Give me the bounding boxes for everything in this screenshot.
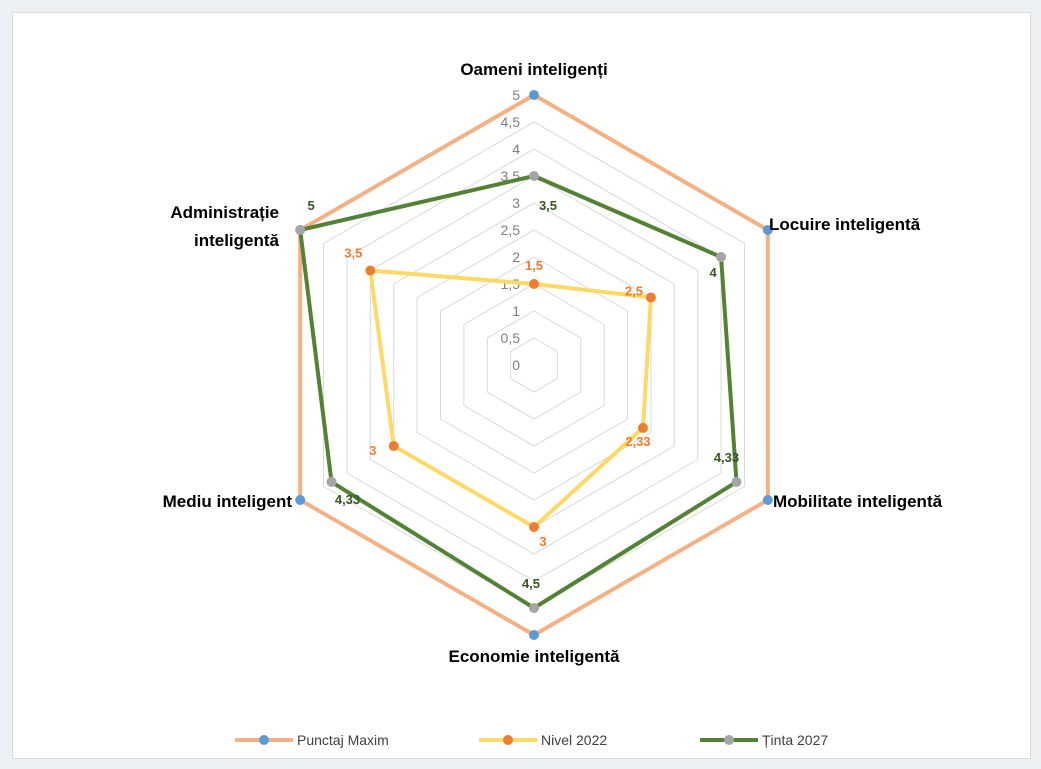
category-label: Mobilitate inteligentă	[773, 492, 943, 511]
tick-label: 0,5	[501, 330, 521, 346]
data-point	[637, 422, 648, 433]
grid-ring	[439, 256, 629, 474]
data-point	[365, 265, 376, 276]
data-label: 2,5	[625, 284, 643, 299]
legend-marker	[724, 735, 734, 745]
grid-ring	[510, 337, 558, 393]
category-label: Economie inteligentă	[449, 647, 621, 666]
data-label: 3	[539, 534, 546, 549]
data-point	[388, 441, 399, 451]
legend-label: Nivel 2022	[541, 732, 607, 748]
tick-label: 3	[512, 195, 520, 211]
data-label: 3,5	[539, 198, 557, 213]
category-label: Locuire inteligentă	[769, 215, 921, 234]
legend-label: Punctaj Maxim	[297, 732, 389, 748]
series-line	[298, 174, 739, 610]
radar-chart: 0 0,5 1 1,5 2 2,5 3 3,5 4 4,5 5 1,5 2,5 2,33 3 3 3,5 3,5…	[163, 60, 943, 748]
data-point	[529, 171, 539, 181]
tick-labels: 00,511,522,533,544,55	[501, 87, 521, 373]
category-label: Mediu inteligent	[163, 492, 293, 511]
data-label: 4	[709, 265, 717, 280]
data-point	[762, 225, 773, 235]
data-point	[529, 522, 539, 532]
data-point	[529, 90, 539, 100]
data-point	[645, 292, 656, 303]
legend-label: Ținta 2027	[762, 732, 828, 748]
grid-ring	[486, 310, 582, 420]
category-label: Oameni inteligenți	[460, 60, 607, 79]
grid-ring	[323, 121, 745, 609]
data-label: 4,33	[714, 450, 739, 465]
grid-ring	[346, 148, 722, 582]
data-point	[529, 630, 539, 640]
data-point	[731, 476, 742, 487]
tick-label: 2,5	[501, 222, 521, 238]
tick-label: 0	[512, 357, 520, 373]
data-point	[326, 476, 337, 487]
data-point	[529, 603, 539, 613]
tick-label: 5	[512, 87, 520, 103]
data-label: 3,5	[344, 246, 362, 261]
data-point	[529, 279, 539, 289]
data-label: 5	[308, 198, 315, 213]
legend-marker	[503, 735, 513, 745]
data-label: 4,5	[522, 576, 540, 591]
grid-ring	[393, 202, 675, 528]
tick-label: 2	[512, 249, 520, 265]
chart-area: 0 0,5 1 1,5 2 2,5 3 3,5 4 4,5 5 1,5 2,5 2,33 3 3 3,5 3,5…	[12, 12, 1031, 759]
data-label: 4,33	[335, 492, 360, 507]
grid-ring	[463, 283, 605, 447]
legend-marker	[259, 735, 269, 745]
legend: Punctaj Maxim Nivel 2022 Ținta 2027	[235, 732, 828, 748]
data-point	[295, 495, 306, 505]
axis-labels: Oameni inteligenți Locuire inteligentă Mob…	[163, 60, 943, 666]
data-labels: 1,5 2,5 2,33 3 3 3,5 3,5 4 4,33 4,5 4,33 5	[308, 198, 740, 591]
data-label: 3	[369, 443, 376, 458]
data-point	[716, 252, 727, 262]
tick-label: 1	[512, 303, 520, 319]
data-point	[762, 495, 773, 505]
data-label: 2,33	[625, 434, 650, 449]
data-label: 1,5	[525, 258, 543, 273]
tick-label: 4	[512, 141, 520, 157]
data-point	[295, 225, 306, 235]
category-label: Administrație	[170, 203, 279, 222]
category-label: inteligentă	[194, 231, 280, 250]
series-line	[368, 268, 653, 529]
tick-label: 4,5	[501, 114, 521, 130]
series-layer	[295, 90, 773, 640]
